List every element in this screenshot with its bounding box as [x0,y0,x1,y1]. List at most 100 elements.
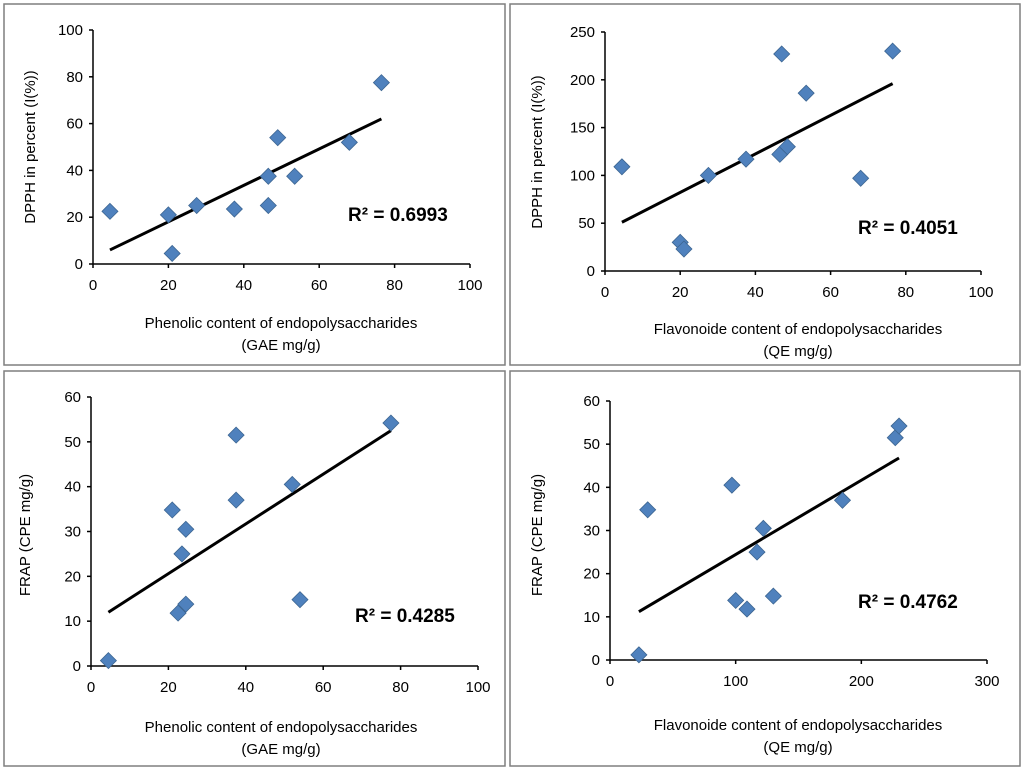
x-tick-label: 60 [311,277,328,294]
trendline [638,456,900,613]
data-point [699,166,717,184]
y-tick-label: 20 [583,566,600,583]
data-point [754,519,772,537]
data-point [169,604,187,622]
data-point [797,84,815,102]
x-axis-title-line: (QE mg/g) [763,343,832,360]
y-axis-title: FRAP (CPE mg/g) [17,474,34,596]
data-point [227,426,245,444]
y-tick-label: 0 [73,658,81,675]
data-point [163,244,181,263]
y-tick-label: 0 [75,256,83,273]
y-tick-label: 40 [66,162,83,179]
y-tick-label: 50 [583,436,600,453]
data-point [188,196,206,215]
x-axis-title-line: Phenolic content of endopolysaccharides [145,719,418,736]
data-point [159,206,177,224]
data-point [778,138,796,156]
y-tick-label: 60 [66,116,83,133]
y-axis-title: DPPH in percent (I(%)) [22,70,39,223]
x-tick-label: 300 [974,673,999,690]
data-point [675,240,693,258]
y-tick-label: 150 [570,120,595,137]
x-tick-label: 0 [87,679,95,696]
x-tick-label: 20 [160,679,177,696]
trendline [107,429,392,614]
data-point [225,200,243,218]
y-axis-title: DPPH in percent (I(%)) [529,75,546,228]
x-tick-label: 60 [315,679,332,696]
y-tick-label: 60 [583,393,600,410]
data-point [99,652,117,670]
y-tick-label: 30 [583,523,600,540]
data-point [613,158,631,176]
data-point [382,414,400,432]
chart-panel-phenolic-dpph: 0 20 40 60 80 100 0 20 40 60 80 100 DPPH in percent … [3,3,506,366]
data-point [259,167,277,185]
x-tick-label: 20 [160,277,177,294]
data-point [291,591,309,609]
x-tick-label: 80 [897,284,914,301]
data-point [884,42,902,60]
x-tick-label: 0 [89,277,97,294]
y-tick-label: 10 [583,609,600,626]
data-point [173,545,191,563]
y-tick-label: 50 [578,215,595,232]
x-tick-label: 60 [822,284,839,301]
x-tick-label: 40 [235,277,252,294]
data-point [727,591,745,609]
data-point [852,169,870,187]
chart-panel-phenolic-frap: 0 10 20 30 40 50 60 0 20 40 60 80 100 FRAP (CPE mg/g)… [3,370,506,767]
r-squared-label: R² = 0.6993 [348,205,448,226]
chart-panel-flavonoide-dpph: 0 50 100 150 200 250 0 20 40 60 80 100 DPPH in perce… [509,3,1021,366]
trendline [621,82,894,224]
r-squared-label: R² = 0.4051 [858,218,958,239]
y-tick-label: 60 [64,389,81,406]
data-point [101,202,119,220]
x-axis-title-line: Phenolic content of endopolysaccharides [145,315,418,332]
r-squared-label: R² = 0.4285 [355,606,455,627]
data-point [340,133,358,151]
x-tick-label: 40 [237,679,254,696]
data-point [372,74,390,92]
data-point [890,417,908,435]
data-point [630,646,648,664]
data-point [723,476,741,494]
x-tick-label: 80 [392,679,409,696]
y-tick-label: 30 [64,524,81,541]
x-axis-title-line: (GAE mg/g) [241,741,320,758]
data-point [259,196,277,215]
data-point [163,501,181,519]
x-tick-label: 100 [968,284,993,301]
x-axis-title-line: Flavonoide content of endopolysaccharide… [654,717,943,734]
data-point [177,520,195,538]
data-point [177,595,195,613]
y-tick-label: 100 [570,167,595,184]
y-tick-label: 80 [66,69,83,86]
data-point [764,587,782,605]
data-point [269,129,287,147]
x-tick-label: 100 [465,679,490,696]
data-point [283,475,301,493]
x-axis-title-line: (QE mg/g) [763,739,832,756]
x-axis-title-line: Flavonoide content of endopolysaccharide… [654,321,943,338]
chart-panel-flavonoide-frap: 0 10 20 30 40 50 60 0 100 200 300 FRAP (CPE mg/g) Fl… [509,370,1021,767]
data-point [227,491,245,509]
r-squared-label: R² = 0.4762 [858,592,958,613]
y-tick-label: 20 [64,568,81,585]
panel-border [3,3,506,366]
panel-border [509,3,1021,366]
data-point [639,501,657,519]
y-tick-label: 40 [583,479,600,496]
y-tick-label: 20 [66,209,83,226]
x-tick-label: 80 [386,277,403,294]
panel-border [509,370,1021,767]
data-point [833,491,852,509]
trendline [109,117,383,252]
data-point [748,543,766,561]
y-tick-label: 250 [570,24,595,41]
y-tick-label: 100 [58,22,83,39]
data-point [738,600,756,618]
x-tick-label: 100 [457,277,482,294]
